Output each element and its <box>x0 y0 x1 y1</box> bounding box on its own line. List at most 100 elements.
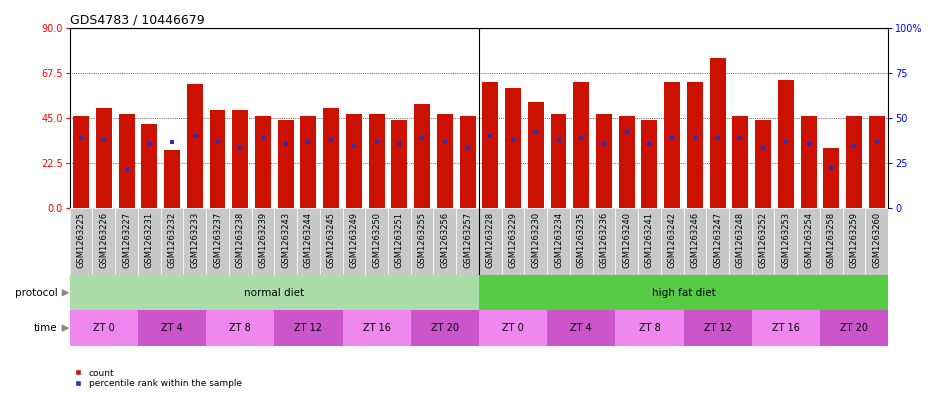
Bar <box>342 310 411 346</box>
Bar <box>501 208 525 275</box>
Bar <box>616 208 638 275</box>
Bar <box>866 208 888 275</box>
Bar <box>274 208 297 275</box>
Bar <box>751 310 820 346</box>
Bar <box>411 310 479 346</box>
Text: GSM1263254: GSM1263254 <box>804 212 813 268</box>
Bar <box>342 208 365 275</box>
Text: GSM1263246: GSM1263246 <box>690 212 699 268</box>
Bar <box>115 208 138 275</box>
Bar <box>592 208 616 275</box>
Bar <box>70 275 479 310</box>
Text: ZT 16: ZT 16 <box>772 323 800 333</box>
Text: GSM1263240: GSM1263240 <box>622 212 631 268</box>
Bar <box>459 116 475 208</box>
Bar <box>733 116 749 208</box>
Bar <box>232 110 248 208</box>
Bar <box>206 310 274 346</box>
Text: protocol: protocol <box>15 288 58 298</box>
Text: ZT 20: ZT 20 <box>840 323 868 333</box>
Bar <box>138 310 206 346</box>
Bar <box>661 208 684 275</box>
Text: GSM1263258: GSM1263258 <box>827 212 836 268</box>
Bar <box>777 80 794 208</box>
Text: normal diet: normal diet <box>245 288 304 298</box>
Bar <box>642 120 658 208</box>
Text: GSM1263234: GSM1263234 <box>554 212 563 268</box>
Bar <box>570 208 592 275</box>
Bar <box>775 208 797 275</box>
Bar <box>183 208 206 275</box>
Text: GSM1263235: GSM1263235 <box>577 212 586 268</box>
Bar <box>755 120 771 208</box>
Bar <box>551 114 566 208</box>
Text: GSM1263243: GSM1263243 <box>281 212 290 268</box>
Text: ZT 0: ZT 0 <box>502 323 524 333</box>
Text: GSM1263232: GSM1263232 <box>167 212 177 268</box>
Text: ZT 12: ZT 12 <box>704 323 732 333</box>
Text: GSM1263233: GSM1263233 <box>191 212 199 268</box>
Text: ZT 4: ZT 4 <box>161 323 183 333</box>
Bar <box>411 208 433 275</box>
Text: ZT 8: ZT 8 <box>639 323 660 333</box>
Text: GSM1263241: GSM1263241 <box>644 212 654 268</box>
Bar <box>823 148 839 208</box>
Bar <box>365 208 388 275</box>
Bar <box>161 208 183 275</box>
Text: GSM1263226: GSM1263226 <box>100 212 109 268</box>
Bar <box>820 310 888 346</box>
Bar <box>278 120 294 208</box>
Bar <box>479 208 501 275</box>
Text: GSM1263247: GSM1263247 <box>713 212 723 268</box>
Bar <box>324 108 339 208</box>
Bar <box>164 150 180 208</box>
Bar <box>229 208 252 275</box>
Bar <box>392 120 407 208</box>
Bar <box>684 208 706 275</box>
Bar <box>73 116 89 208</box>
Text: GSM1263229: GSM1263229 <box>509 212 518 268</box>
Bar <box>710 58 725 208</box>
Text: GSM1263231: GSM1263231 <box>145 212 153 268</box>
Text: GSM1263250: GSM1263250 <box>372 212 381 268</box>
Bar <box>684 310 751 346</box>
Bar <box>547 208 570 275</box>
Bar <box>138 208 161 275</box>
Text: ZT 0: ZT 0 <box>93 323 114 333</box>
Bar <box>479 310 547 346</box>
Bar <box>433 208 457 275</box>
Text: ZT 20: ZT 20 <box>431 323 458 333</box>
Text: ZT 4: ZT 4 <box>570 323 592 333</box>
Bar <box>187 84 203 208</box>
Text: GSM1263237: GSM1263237 <box>213 212 222 268</box>
Bar <box>255 116 271 208</box>
Text: GSM1263252: GSM1263252 <box>759 212 767 268</box>
Bar <box>483 82 498 208</box>
Bar <box>869 116 884 208</box>
Text: GSM1263227: GSM1263227 <box>122 212 131 268</box>
Text: GSM1263259: GSM1263259 <box>849 212 858 268</box>
Text: GDS4783 / 10446679: GDS4783 / 10446679 <box>70 13 205 26</box>
Bar <box>274 310 342 346</box>
Text: GSM1263238: GSM1263238 <box>235 212 245 268</box>
Bar <box>300 116 316 208</box>
Text: GSM1263255: GSM1263255 <box>418 212 427 268</box>
Bar <box>820 208 843 275</box>
Text: high fat diet: high fat diet <box>652 288 715 298</box>
Text: GSM1263253: GSM1263253 <box>781 212 790 268</box>
Text: GSM1263244: GSM1263244 <box>304 212 313 268</box>
Legend: count, percentile rank within the sample: count, percentile rank within the sample <box>74 369 242 389</box>
Bar <box>618 116 634 208</box>
Bar <box>797 208 820 275</box>
Bar <box>729 208 751 275</box>
Text: ZT 8: ZT 8 <box>230 323 251 333</box>
Bar <box>297 208 320 275</box>
Bar <box>801 116 817 208</box>
Bar <box>479 275 888 310</box>
Text: GSM1263260: GSM1263260 <box>872 212 882 268</box>
Bar <box>596 114 612 208</box>
Text: time: time <box>33 323 58 333</box>
Bar <box>687 82 703 208</box>
Text: GSM1263248: GSM1263248 <box>736 212 745 268</box>
Bar <box>252 208 274 275</box>
